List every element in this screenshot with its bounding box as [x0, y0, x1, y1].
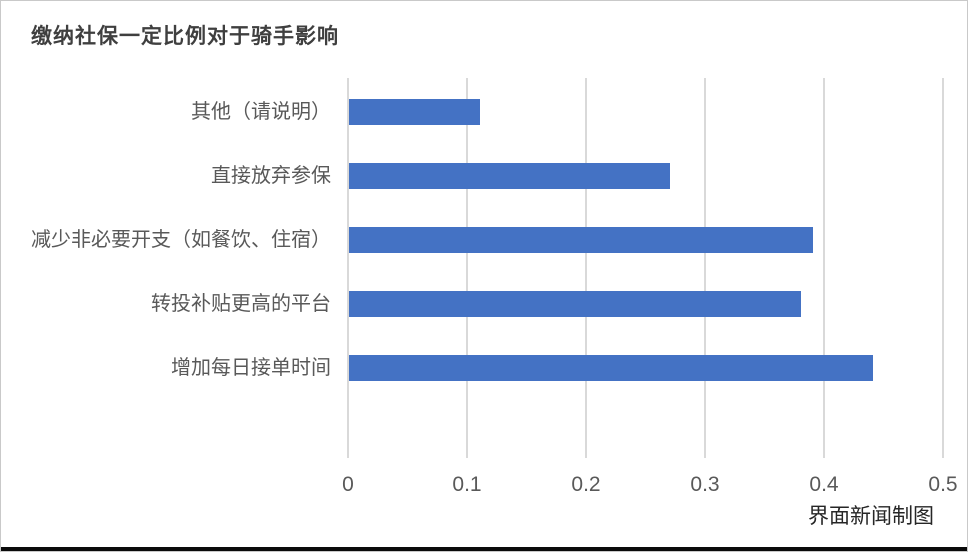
- x-tick-label: 0.3: [690, 473, 720, 496]
- bar: [349, 354, 873, 381]
- gridline: [704, 78, 706, 458]
- plot-area: 0 0.1 0.2 0.3 0.4 0.5: [342, 78, 958, 496]
- x-tick-label: 0.4: [809, 473, 839, 496]
- credit-label: 界面新闻制图: [808, 505, 934, 528]
- category-label: 直接放弃参保: [211, 164, 331, 187]
- gridline: [823, 78, 825, 458]
- bottom-border-bar: [1, 547, 967, 551]
- category-label: 转投补贴更高的平台: [151, 292, 331, 315]
- gridline: [466, 78, 468, 458]
- chart-title: 缴纳社保一定比例对于骑手影响: [31, 25, 339, 48]
- x-tick-label: 0.1: [452, 473, 482, 496]
- bar: [349, 226, 814, 253]
- gridline: [347, 78, 349, 458]
- bar: [349, 98, 480, 125]
- x-tick-label: 0.5: [928, 473, 958, 496]
- category-label: 减少非必要开支（如餐饮、住宿）: [31, 228, 331, 251]
- gridline: [942, 78, 944, 458]
- category-label: 增加每日接单时间: [171, 356, 331, 379]
- gridline: [585, 78, 587, 458]
- category-label: 其他（请说明）: [191, 100, 331, 123]
- bar: [349, 162, 671, 189]
- x-tick-label: 0: [342, 473, 354, 496]
- bar: [349, 290, 802, 317]
- x-tick-label: 0.2: [571, 473, 601, 496]
